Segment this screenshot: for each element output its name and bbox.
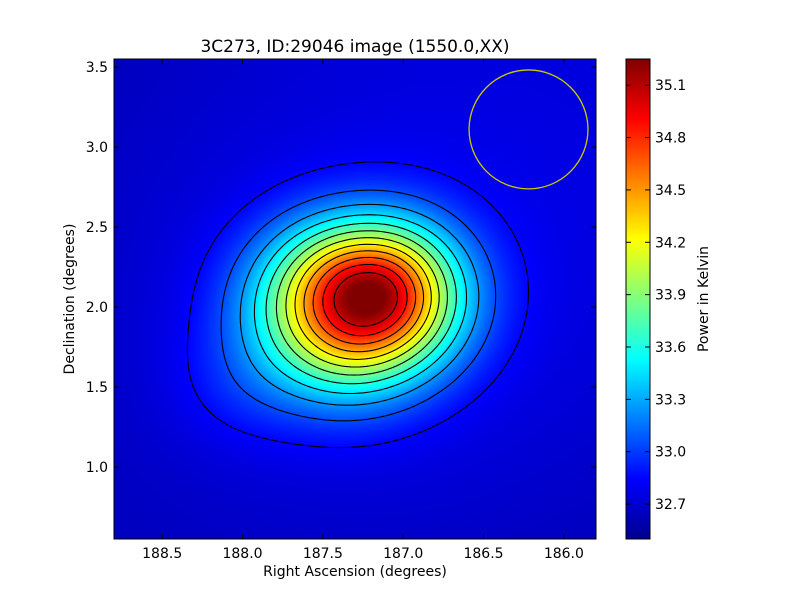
colorbar-gradient <box>626 59 650 539</box>
colorbar-ticks: 32.7 33.0 33.3 33.6 33.9 34.2 34.5 34.8 35.1 <box>626 78 686 513</box>
contour-level-1 <box>186 161 530 449</box>
x-tick-label: 186.0 <box>544 546 584 562</box>
colorbar-tick-label: 34.8 <box>655 131 686 147</box>
contour-level-11 <box>322 263 408 337</box>
contour-level-12 <box>333 272 398 327</box>
contour-lines <box>186 161 530 449</box>
y-tick-label: 3.0 <box>86 140 108 156</box>
plot-frame <box>113 58 597 540</box>
beam-circle <box>468 69 589 190</box>
contour-level-2 <box>220 189 497 422</box>
contour-level-5 <box>265 222 457 385</box>
colorbar-tick-label: 33.6 <box>655 340 686 356</box>
y-tick-label: 3.5 <box>86 60 108 76</box>
y-tick-label: 2.5 <box>86 220 108 236</box>
colorbar-tick-label: 35.1 <box>655 78 686 94</box>
colorbar-tick-label: 34.2 <box>655 235 686 251</box>
x-tick-label: 188.5 <box>142 546 182 562</box>
contour-level-10 <box>312 256 417 345</box>
y-axis-title: Declination (degrees) <box>62 224 78 375</box>
y-tick-label: 2.0 <box>86 300 108 316</box>
colorbar-tick-label: 33.9 <box>655 288 686 304</box>
x-axis-title: Right Ascension (degrees) <box>263 564 447 580</box>
colorbar-tick-label: 33.0 <box>655 445 686 461</box>
colorbar-tick-label: 34.5 <box>655 183 686 199</box>
x-tick-label: 187.0 <box>383 546 423 562</box>
x-tick-label: 187.5 <box>303 546 343 562</box>
contour-level-8 <box>294 243 432 360</box>
contour-level-7 <box>285 237 440 368</box>
y-tick-label: 1.5 <box>86 380 108 396</box>
contour-level-9 <box>303 250 425 353</box>
plot-area <box>113 58 597 540</box>
x-tick-label: 186.5 <box>463 546 503 562</box>
y-tick-label: 1.0 <box>86 460 108 476</box>
y-axis: 1.0 1.5 2.0 2.5 3.0 3.5 <box>86 60 596 476</box>
colorbar-label: Power in Kelvin <box>696 246 712 352</box>
colorbar-frame <box>625 58 651 540</box>
colorbar-tick-label: 32.7 <box>655 497 686 513</box>
x-axis: 188.5 188.0 187.5 187.0 186.5 186.0 <box>142 59 584 562</box>
colorbar: 32.7 33.0 33.3 33.6 33.9 34.2 34.5 34.8 35.1 Pow… <box>625 58 712 540</box>
contour-level-3 <box>239 203 480 406</box>
colorbar-tick-label: 33.3 <box>655 392 686 408</box>
heatmap-image <box>114 59 596 539</box>
x-tick-label: 188.0 <box>222 546 262 562</box>
chart-title: 3C273, ID:29046 image (1550.0,XX) <box>200 37 509 57</box>
contour-level-6 <box>275 230 448 376</box>
contour-level-4 <box>253 214 468 395</box>
